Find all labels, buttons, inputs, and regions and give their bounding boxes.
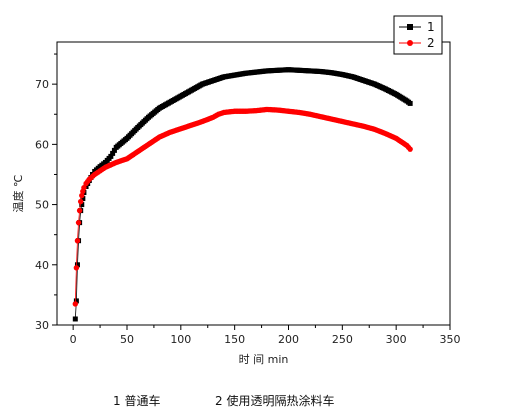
x-tick-label: 50 — [120, 333, 134, 346]
series-1 — [72, 67, 413, 322]
data-point — [74, 262, 80, 268]
data-point — [81, 185, 87, 191]
data-point — [407, 100, 413, 106]
x-tick-label: 300 — [386, 333, 407, 346]
y-tick-label: 70 — [35, 78, 49, 91]
y-tick-label: 30 — [35, 319, 49, 332]
data-point — [73, 265, 80, 271]
data-point — [74, 238, 81, 244]
data-point — [111, 147, 117, 153]
x-tick-label: 0 — [70, 333, 77, 346]
series-2 — [72, 106, 413, 307]
data-point — [73, 298, 79, 304]
caption-series-1: 1 普通车 — [113, 394, 161, 408]
data-point — [76, 207, 83, 214]
x-tick-label: 100 — [170, 333, 191, 346]
data-point — [75, 219, 82, 226]
legend: 12 — [393, 15, 443, 55]
legend-box — [393, 15, 443, 55]
x-axis-label: 时 间 min — [239, 353, 289, 366]
legend-label: 1 — [427, 20, 435, 34]
axes: 0 50 100 150 200 250 300 350 30 40 50 60 70 时 间 min 温度… — [11, 41, 461, 366]
y-tick-label: 60 — [35, 138, 49, 151]
y-tick-label: 40 — [35, 259, 49, 272]
x-tick-label: 350 — [440, 333, 461, 346]
data-point — [72, 316, 78, 322]
legend-label: 2 — [427, 36, 435, 50]
series-layer — [72, 67, 413, 322]
y-tick-label: 50 — [35, 199, 49, 212]
y-axis-label: 温度 ℃ — [11, 175, 25, 213]
legend-marker — [407, 24, 413, 30]
x-tick-label: 150 — [224, 333, 245, 346]
data-point — [79, 202, 85, 208]
data-point — [108, 153, 114, 159]
data-point — [110, 150, 116, 156]
data-point — [77, 198, 84, 205]
plot-frame — [56, 41, 451, 326]
legend-marker — [407, 40, 413, 46]
x-tick-label: 200 — [278, 333, 299, 346]
data-point — [79, 192, 85, 199]
data-point — [72, 301, 79, 307]
data-point — [80, 196, 86, 202]
x-tick-label: 250 — [332, 333, 353, 346]
caption-series-2: 2 使用透明隔热涂料车 — [215, 394, 335, 408]
data-point — [407, 146, 413, 152]
series-line — [74, 69, 411, 320]
